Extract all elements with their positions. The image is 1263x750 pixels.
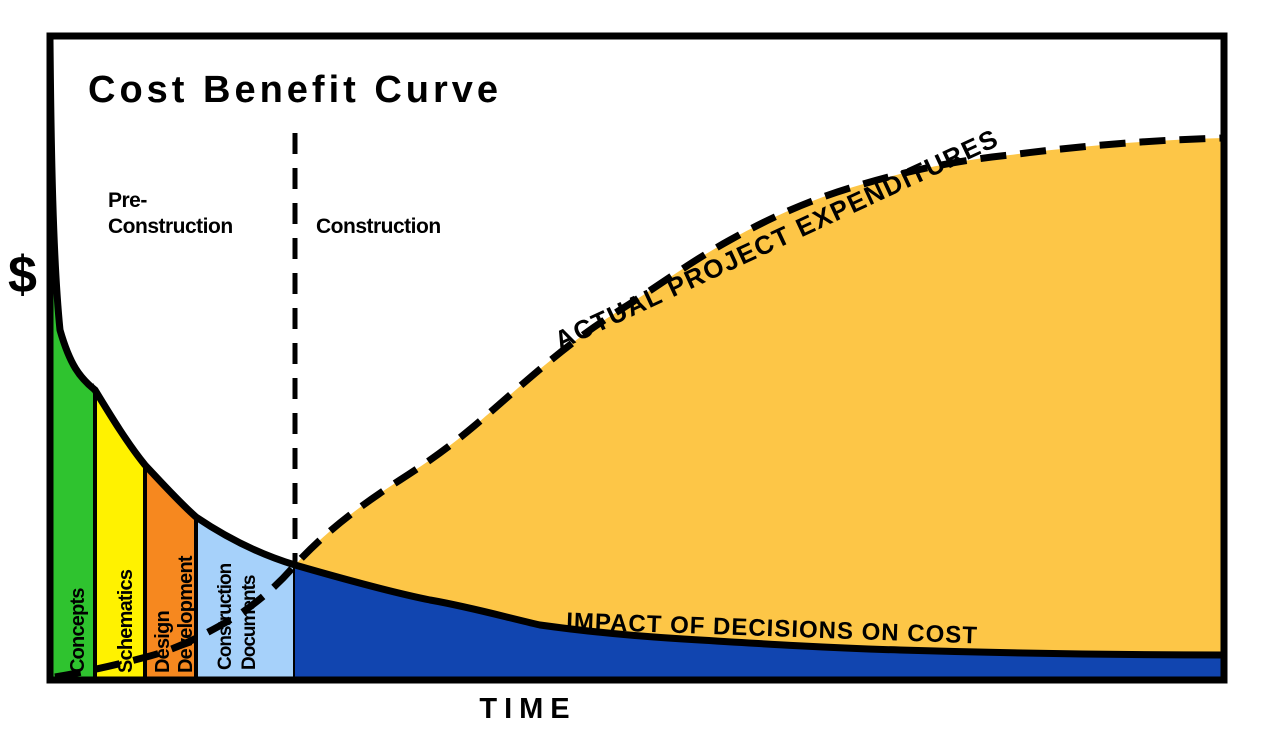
- pre-construction-label-line2: Construction: [108, 215, 233, 238]
- stage-label-schematics: Schematics: [115, 569, 137, 673]
- construction-phase-label: Construction: [316, 215, 441, 238]
- expenditures-curve: [54, 134, 1225, 681]
- stage-label-design: Design: [152, 611, 174, 673]
- stage-label-development: Development: [175, 555, 197, 673]
- chart-title: Cost Benefit Curve: [88, 69, 502, 111]
- stage-label-concepts: Concepts: [67, 588, 89, 673]
- stage-label-construction-docs-line2: Documents: [239, 575, 260, 670]
- chart-border: [46, 32, 1228, 684]
- expenditures-area: [295, 138, 1224, 655]
- y-axis-dollar-label: $: [8, 246, 37, 304]
- stage-label-construction-docs-line1: Construction: [215, 563, 236, 670]
- x-axis-time-label: TIME: [479, 693, 576, 725]
- impact-curve: [46, 39, 1225, 659]
- impact-area: [295, 565, 1224, 680]
- pre-construction-label-line1: Pre-: [108, 189, 147, 212]
